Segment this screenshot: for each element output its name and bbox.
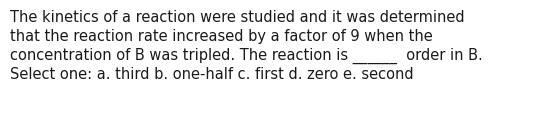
Text: that the reaction rate increased by a factor of 9 when the: that the reaction rate increased by a fa… (10, 29, 433, 44)
Text: The kinetics of a reaction were studied and it was determined: The kinetics of a reaction were studied … (10, 10, 465, 25)
Text: Select one: a. third b. one-half c. first d. zero e. second: Select one: a. third b. one-half c. firs… (10, 67, 413, 82)
Text: concentration of B was tripled. The reaction is ______  order in B.: concentration of B was tripled. The reac… (10, 48, 483, 64)
